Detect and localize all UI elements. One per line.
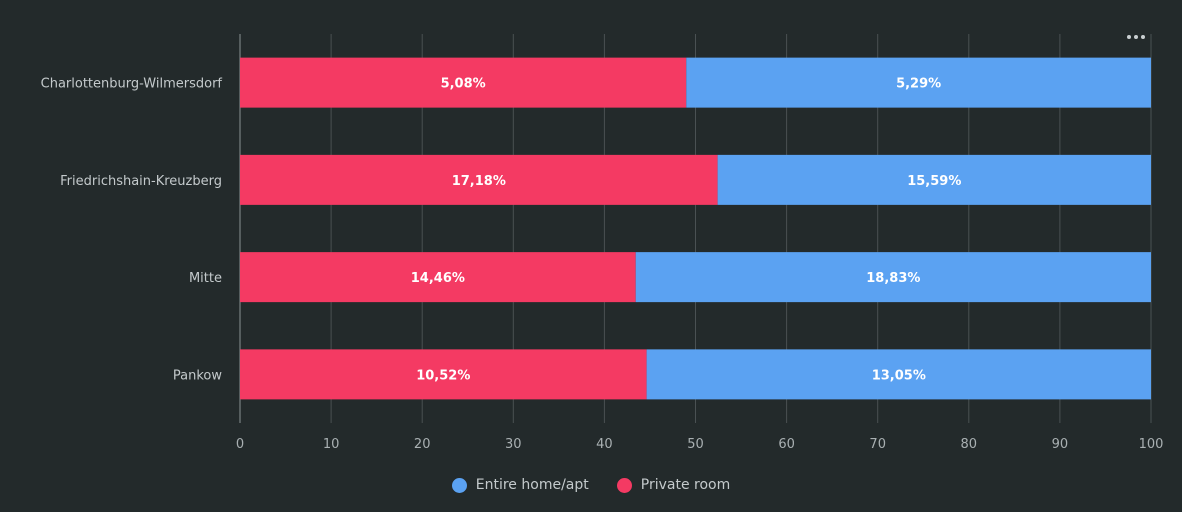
legend-item-entire-home[interactable]: Entire home/apt bbox=[451, 477, 589, 493]
x-tick-label: 10 bbox=[323, 437, 340, 452]
bar-private-room bbox=[240, 349, 647, 400]
bar-entire-home bbox=[635, 252, 1151, 303]
legend-label-entire-home: Entire home/apt bbox=[475, 477, 589, 493]
legend-label-private-room: Private room bbox=[640, 477, 731, 493]
legend-swatch-private-room bbox=[616, 477, 632, 493]
x-tick-label: 50 bbox=[687, 437, 704, 452]
data-label: 5,29% bbox=[896, 77, 941, 92]
legend-item-private-room[interactable]: Private room bbox=[616, 477, 731, 493]
chart-legend: Entire home/apt Private room bbox=[0, 474, 1182, 496]
data-label: 17,18% bbox=[452, 174, 506, 189]
category-label: Pankow bbox=[173, 368, 222, 383]
bar-private-room bbox=[240, 252, 636, 303]
x-tick-label: 40 bbox=[596, 437, 613, 452]
chart-menu-icon[interactable] bbox=[1124, 30, 1148, 44]
bar-entire-home bbox=[686, 57, 1151, 108]
bar-chart: 0 10 20 30 40 50 60 70 80 90 100 Charlottenburg-Wil… bbox=[41, 34, 1164, 452]
data-label: 15,59% bbox=[907, 174, 961, 189]
category-label: Friedrichshain-Kreuzberg bbox=[60, 174, 222, 189]
category-label: Charlottenburg-Wilmersdorf bbox=[41, 77, 223, 92]
data-label: 14,46% bbox=[411, 271, 465, 286]
x-tick-label: 0 bbox=[236, 437, 244, 452]
legend-swatch-entire-home bbox=[451, 477, 467, 493]
x-tick-label: 90 bbox=[1052, 437, 1069, 452]
data-label: 10,52% bbox=[416, 368, 470, 383]
data-label: 18,83% bbox=[866, 271, 920, 286]
x-tick-label: 70 bbox=[869, 437, 886, 452]
data-label: 13,05% bbox=[872, 368, 926, 383]
x-tick-label: 60 bbox=[778, 437, 795, 452]
data-label: 5,08% bbox=[441, 77, 486, 92]
category-label: Mitte bbox=[189, 271, 222, 286]
x-tick-label: 20 bbox=[414, 437, 431, 452]
x-tick-label: 100 bbox=[1139, 437, 1164, 452]
x-tick-label: 80 bbox=[961, 437, 978, 452]
bar-entire-home bbox=[646, 349, 1151, 400]
bar-entire-home bbox=[717, 154, 1151, 205]
bar-private-room bbox=[240, 154, 718, 205]
x-tick-label: 30 bbox=[505, 437, 522, 452]
bar-private-room bbox=[240, 57, 687, 108]
